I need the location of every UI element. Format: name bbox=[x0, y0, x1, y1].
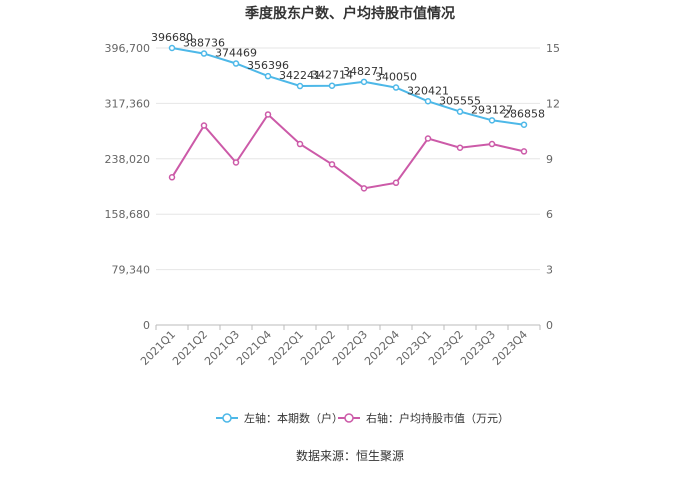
data-point bbox=[232, 159, 240, 166]
data-point bbox=[392, 179, 400, 187]
data-point bbox=[168, 44, 176, 52]
right-tick-label: 0 bbox=[546, 319, 553, 332]
legend-label: 右轴：户均持股市值（万元） bbox=[366, 411, 509, 425]
legend-swatch-marker bbox=[344, 413, 354, 423]
data-point bbox=[488, 140, 496, 148]
data-label: 342241 bbox=[279, 69, 321, 82]
data-label: 340050 bbox=[375, 71, 417, 84]
data-point bbox=[520, 121, 528, 128]
left-tick-label: 79,340 bbox=[112, 264, 151, 277]
data-point bbox=[200, 122, 208, 129]
grid bbox=[156, 47, 540, 326]
data-point bbox=[488, 117, 496, 124]
data-point bbox=[328, 161, 336, 168]
series-layer bbox=[168, 44, 528, 192]
data-point bbox=[392, 84, 400, 91]
series-line bbox=[171, 112, 525, 190]
left-tick-label: 238,020 bbox=[105, 153, 151, 166]
right-tick-label: 3 bbox=[546, 264, 553, 277]
data-label: 356396 bbox=[247, 59, 289, 72]
left-tick-label: 0 bbox=[143, 319, 150, 332]
legend-label: 左轴：本期数（户） bbox=[244, 411, 343, 425]
data-label: 348271 bbox=[343, 65, 385, 78]
source-label: 数据来源：恒生聚源 bbox=[296, 448, 404, 463]
data-point bbox=[456, 144, 464, 151]
legend-swatch-marker bbox=[222, 413, 232, 423]
data-point bbox=[328, 82, 336, 89]
data-point bbox=[424, 98, 432, 105]
data-point bbox=[456, 108, 464, 115]
data-label: 293127 bbox=[471, 103, 513, 116]
data-label: 388736 bbox=[183, 37, 225, 50]
data-label: 305555 bbox=[439, 95, 481, 108]
data-point bbox=[168, 174, 176, 181]
right-tick-label: 15 bbox=[546, 42, 560, 55]
right-tick-label: 9 bbox=[546, 153, 553, 166]
axes: 0 79,340 158,680 238,020 317,360 396,700 0 3 6 9 1… bbox=[105, 42, 561, 368]
data-point bbox=[264, 111, 272, 118]
data-point bbox=[360, 185, 368, 192]
data-labels: 3966803887363744693563963422413427143482… bbox=[151, 31, 545, 121]
right-tick-label: 6 bbox=[546, 208, 553, 221]
data-point bbox=[232, 60, 240, 67]
data-label: 342714 bbox=[311, 69, 353, 82]
data-label: 396680 bbox=[151, 31, 193, 44]
data-label: 374469 bbox=[215, 47, 257, 60]
data-point bbox=[520, 148, 528, 155]
data-point bbox=[296, 82, 304, 90]
left-tick-label: 396,700 bbox=[105, 42, 151, 55]
data-point bbox=[264, 72, 272, 80]
left-tick-label: 158,680 bbox=[105, 208, 151, 221]
data-label: 286858 bbox=[503, 108, 545, 121]
left-tick-label: 317,360 bbox=[105, 97, 151, 110]
series-line bbox=[171, 47, 525, 126]
x-tick-label: 2023Q4 bbox=[490, 328, 530, 368]
data-point bbox=[200, 50, 208, 57]
data-point bbox=[296, 140, 304, 148]
legend-item[interactable]: 左轴：本期数（户） bbox=[216, 411, 343, 425]
legend-item[interactable]: 右轴：户均持股市值（万元） bbox=[338, 411, 509, 425]
data-label: 320421 bbox=[407, 84, 449, 97]
data-point bbox=[424, 135, 432, 142]
legend[interactable]: 左轴：本期数（户） 右轴：户均持股市值（万元） bbox=[216, 411, 509, 425]
data-point bbox=[360, 78, 368, 86]
chart-title: 季度股东户数、户均持股市值情况 bbox=[244, 5, 455, 22]
right-tick-label: 12 bbox=[546, 97, 560, 110]
